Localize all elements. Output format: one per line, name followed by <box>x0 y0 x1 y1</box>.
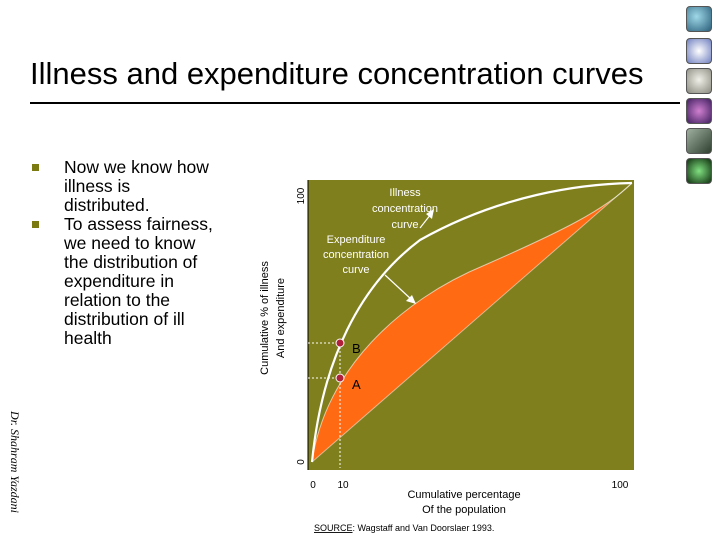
x-axis-label: Cumulative percentage <box>407 489 520 501</box>
expenditure-label-line: concentration <box>323 249 389 261</box>
illness-curve-label: Illness concentration curve <box>372 187 438 231</box>
x-axis-label-secondary: Of the population <box>422 504 506 516</box>
brain-icon <box>686 98 712 124</box>
hand-icon <box>686 128 712 154</box>
bullet-text: To assess fairness, we need to know the … <box>64 214 213 348</box>
bullet-text: Now we know how illness is distributed. <box>64 157 209 215</box>
title-divider <box>30 102 680 104</box>
source-text: : Wagstaff and Van Doorslaer 1993. <box>353 523 495 533</box>
arrowhead-icon <box>426 209 434 219</box>
globe-icon <box>686 6 712 32</box>
bullet-item: Now we know how illness is distributed. <box>30 158 220 215</box>
point-b-label: B <box>352 341 361 356</box>
expenditure-concentration-curve <box>311 182 633 463</box>
expenditure-label-arrow <box>384 274 413 301</box>
y-tick-0: 0 <box>296 459 307 465</box>
bullet-item: To assess fairness, we need to know the … <box>30 215 220 348</box>
point-b-marker <box>335 338 345 348</box>
illness-concentration-curve <box>310 181 633 463</box>
page-title: Illness and expenditure concentration cu… <box>30 56 644 91</box>
illness-label-line: Illness <box>389 187 421 199</box>
skull-icon <box>686 68 712 94</box>
bullet-mark <box>32 164 39 171</box>
point-a-marker <box>335 373 345 383</box>
bullet-list: Now we know how illness is distributed. … <box>30 158 220 348</box>
point-a-label: A <box>352 377 361 392</box>
expenditure-label-line: Expenditure <box>327 234 386 246</box>
symbol-icon <box>686 38 712 64</box>
equality-line <box>311 182 633 463</box>
arrowhead-icon <box>406 295 416 304</box>
neuron-icon <box>686 158 712 184</box>
source-prefix: SOURCE <box>314 523 353 533</box>
source-note: SOURCE: Wagstaff and Van Doorslaer 1993. <box>314 523 494 533</box>
illness-label-line: curve <box>392 219 419 231</box>
bullet-mark <box>32 221 39 228</box>
expenditure-label-line: curve <box>343 264 370 276</box>
y-tick-100: 100 <box>296 187 307 204</box>
x-tick-0: 0 <box>310 480 316 491</box>
expenditure-curve-label: Expenditure concentration curve <box>323 234 389 276</box>
y-axis-label-secondary: And expenditure <box>275 278 287 358</box>
x-tick-10: 10 <box>337 480 349 491</box>
x-tick-100: 100 <box>612 480 629 491</box>
y-axis-label: Cumulative % of illness <box>259 261 271 375</box>
illness-label-line: concentration <box>372 203 438 215</box>
